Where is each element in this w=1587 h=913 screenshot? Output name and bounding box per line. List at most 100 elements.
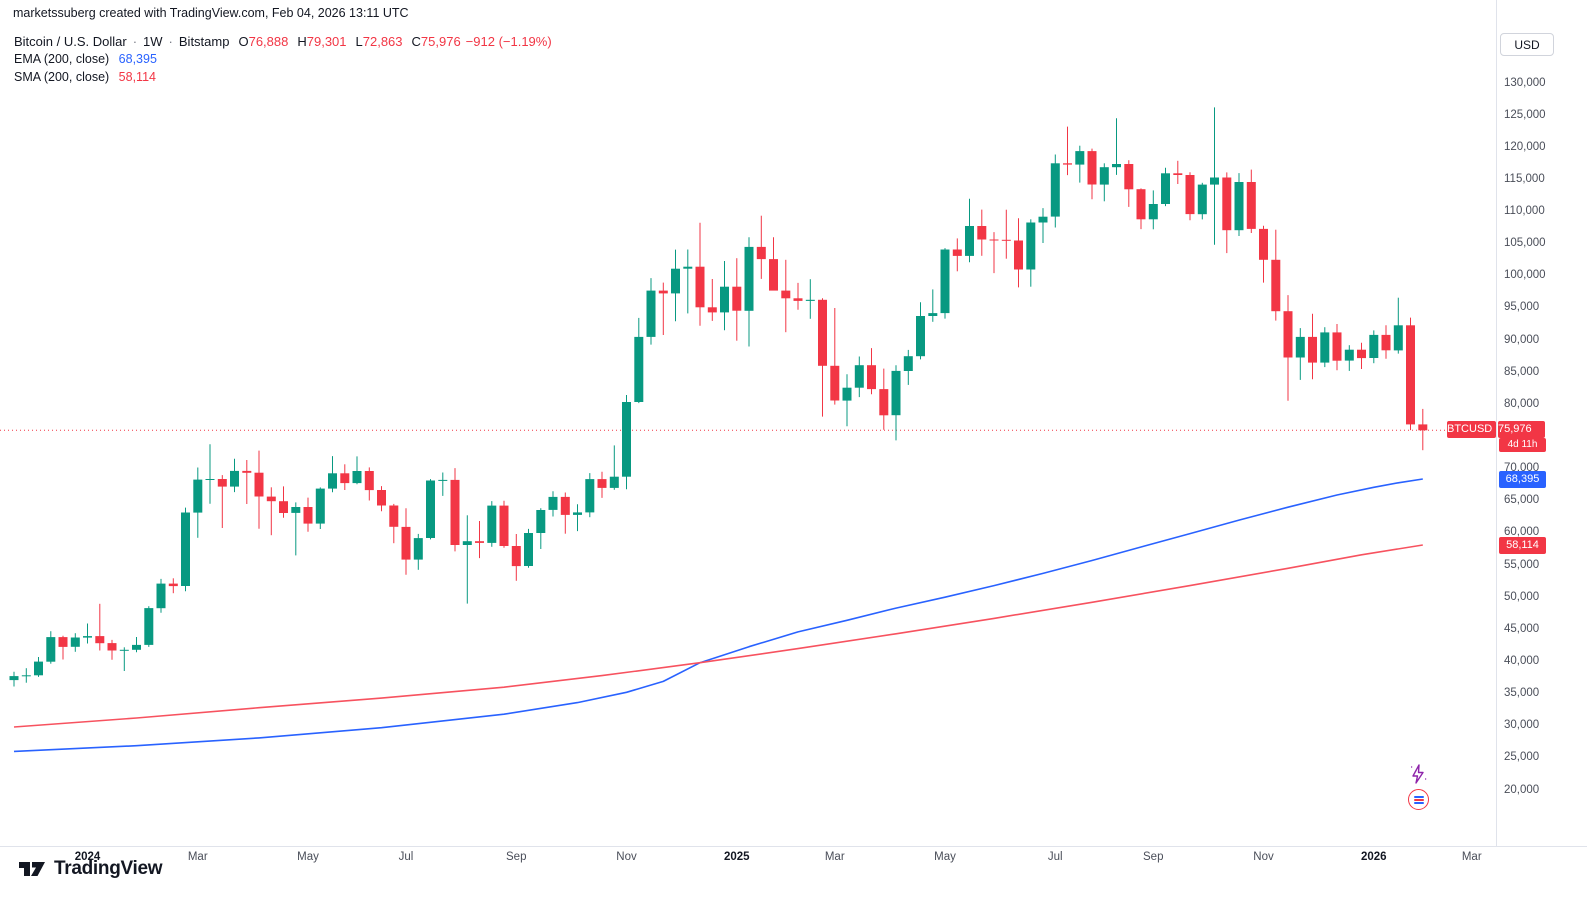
high-label: H [297, 34, 307, 49]
candle-body [1197, 184, 1207, 215]
candle-body [916, 316, 925, 357]
candle-body [634, 336, 644, 402]
promo-icon-stripe [1413, 798, 1424, 801]
candle-body [34, 661, 43, 676]
open-value: 76,888 [248, 34, 289, 49]
candle-body [95, 636, 105, 644]
price-axis-label: 60,000 [1504, 526, 1540, 539]
ema-legend-row[interactable]: EMA (200, close) 68,395 [14, 51, 552, 68]
price-axis-label: 115,000 [1504, 172, 1545, 185]
candle-body [315, 488, 325, 524]
price-axis-label: 25,000 [1504, 751, 1540, 764]
candle-body [781, 290, 791, 299]
price-axis-label: 95,000 [1504, 301, 1540, 314]
price-axis-label: 125,000 [1504, 108, 1546, 121]
candle-body [1344, 349, 1354, 361]
candle-body [989, 239, 999, 241]
candle-body [879, 389, 889, 416]
candle-body [266, 496, 276, 502]
price-axis-label: 100,000 [1504, 269, 1546, 282]
candle-body [854, 365, 864, 388]
candle-body [1001, 239, 1011, 241]
candle-body [805, 299, 815, 301]
candle-body [1112, 164, 1121, 168]
candle-body [1050, 163, 1060, 217]
time-axis-label: Nov [616, 851, 637, 863]
open-label: O [238, 34, 249, 49]
candle-body [58, 637, 68, 647]
candle-body [254, 472, 264, 497]
candle-body [622, 402, 631, 477]
candle-body [21, 675, 31, 677]
candle-body [46, 637, 56, 662]
candle-body [1271, 259, 1281, 312]
time-axis-label: Jul [398, 851, 414, 863]
candle-body [928, 313, 938, 316]
candle-body [1308, 336, 1317, 363]
candle-body [450, 479, 460, 545]
currency-toggle-button[interactable]: USD [1500, 33, 1554, 56]
time-axis-label: Sep [506, 851, 527, 863]
candle-body [720, 286, 729, 313]
price-axis-label: 90,000 [1504, 333, 1540, 346]
interval-label[interactable]: 1W [143, 34, 163, 49]
candle-body [1099, 167, 1109, 185]
time-axis-label: Mar [1461, 851, 1482, 863]
candle-body [1148, 204, 1158, 220]
tradingview-logo[interactable]: TradingView [18, 858, 163, 880]
promo-icon[interactable] [1408, 789, 1429, 810]
candle-body [9, 676, 19, 681]
price-axis-label: 80,000 [1504, 397, 1540, 410]
time-axis-label: May [297, 851, 319, 863]
candle-body [609, 476, 619, 488]
chart-legend: Bitcoin / U.S. Dollar · 1W · Bitstamp O7… [14, 33, 552, 86]
candle-body [132, 644, 141, 650]
sma-price-badge: 58,114 [1499, 537, 1546, 555]
candle-body [573, 512, 582, 515]
candle-body [952, 249, 962, 256]
candle-body [438, 479, 448, 481]
sma-value: 58,114 [118, 70, 156, 84]
time-axis-label: 2026 [1360, 851, 1387, 863]
price-axis-label: 65,000 [1504, 494, 1540, 507]
price-axis-label: 120,000 [1504, 140, 1546, 153]
exchange-label[interactable]: Bitstamp [178, 34, 230, 49]
candle-body [144, 608, 154, 645]
candle-body [499, 505, 509, 546]
candle-body [1320, 332, 1330, 363]
candle-body [842, 387, 852, 401]
candle-body [1259, 228, 1268, 260]
time-axis-label: Sep [1143, 851, 1164, 863]
change-value: −912 (−1.19%) [465, 34, 552, 49]
time-axis-label: Mar [824, 851, 845, 863]
candle-body [1295, 336, 1305, 358]
price-axis-label: 35,000 [1504, 687, 1540, 700]
candle-body [891, 370, 901, 416]
candlestick-chart[interactable] [0, 0, 1496, 846]
lightning-boost-icon[interactable] [1407, 763, 1429, 785]
sma-legend-row[interactable]: SMA (200, close) 58,114 [14, 69, 552, 86]
symbol-title[interactable]: Bitcoin / U.S. Dollar [14, 34, 127, 49]
sma-label: SMA (200, close) [14, 70, 110, 84]
candle-body [965, 226, 974, 256]
price-axis-label: 85,000 [1504, 365, 1540, 378]
candle-body [389, 505, 399, 527]
legend-separator: · [168, 34, 173, 49]
price-axis-label: 30,000 [1504, 719, 1540, 732]
promo-icon-stripe [1413, 795, 1424, 798]
symbol-badge: BTCUSD [1447, 421, 1496, 439]
candle-body [1234, 182, 1244, 231]
time-axis[interactable]: 2024 Mar May Jul Sep Nov 2025 Mar May Jul Sep Nov 20… [0, 846, 1587, 875]
candle-body [585, 479, 595, 513]
candle-body [1173, 173, 1183, 175]
symbol-legend-row[interactable]: Bitcoin / U.S. Dollar · 1W · Bitstamp O7… [14, 33, 552, 50]
candle-body [1038, 216, 1048, 223]
candle-body [1185, 175, 1195, 215]
candle-body [977, 226, 987, 240]
ema-label: EMA (200, close) [14, 52, 110, 66]
candle-body [352, 471, 362, 484]
candle-body [1418, 424, 1428, 431]
candle-body [940, 249, 950, 314]
candle-body [1369, 334, 1379, 358]
candle-body [401, 526, 411, 560]
